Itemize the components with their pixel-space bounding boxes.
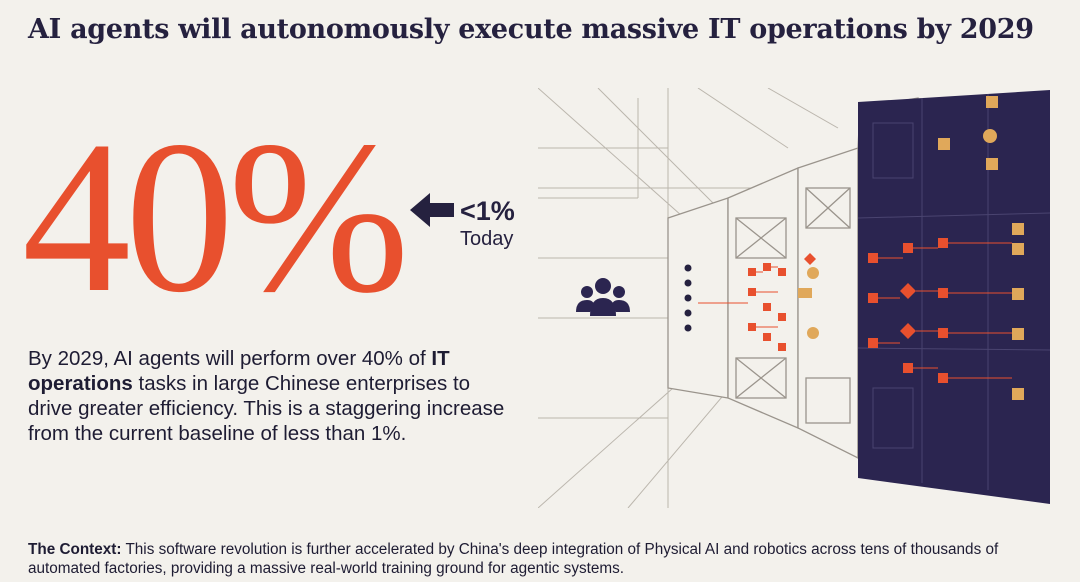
today-label: Today xyxy=(460,228,514,250)
description-text-end: tasks in large Chinese enterprises to dr… xyxy=(28,372,505,445)
illustration xyxy=(538,88,1051,508)
perspective-lines xyxy=(538,88,858,508)
tan-nodes xyxy=(798,96,1024,400)
users-icon xyxy=(576,278,630,316)
arrow-left-icon xyxy=(410,193,454,227)
description-highlight: IT operations xyxy=(28,347,450,395)
page-title: AI agents will autonomously execute mass… xyxy=(28,14,1034,45)
headline-stat: 40% xyxy=(22,97,410,338)
context-text: This software revolution is further acce… xyxy=(28,541,999,577)
orange-nodes xyxy=(748,238,948,383)
description-text: By 2029, AI agents will perform over 40%… xyxy=(28,347,432,370)
description: By 2029, AI agents will perform over 40%… xyxy=(28,346,518,446)
today-value: <1% xyxy=(460,196,515,226)
input-dots xyxy=(684,264,692,332)
flow-connectors xyxy=(698,242,1012,379)
dark-flowchart-panel xyxy=(858,90,1050,504)
context-note: The Context: This software revolution is… xyxy=(28,540,1068,578)
context-label: The Context: xyxy=(28,541,122,558)
